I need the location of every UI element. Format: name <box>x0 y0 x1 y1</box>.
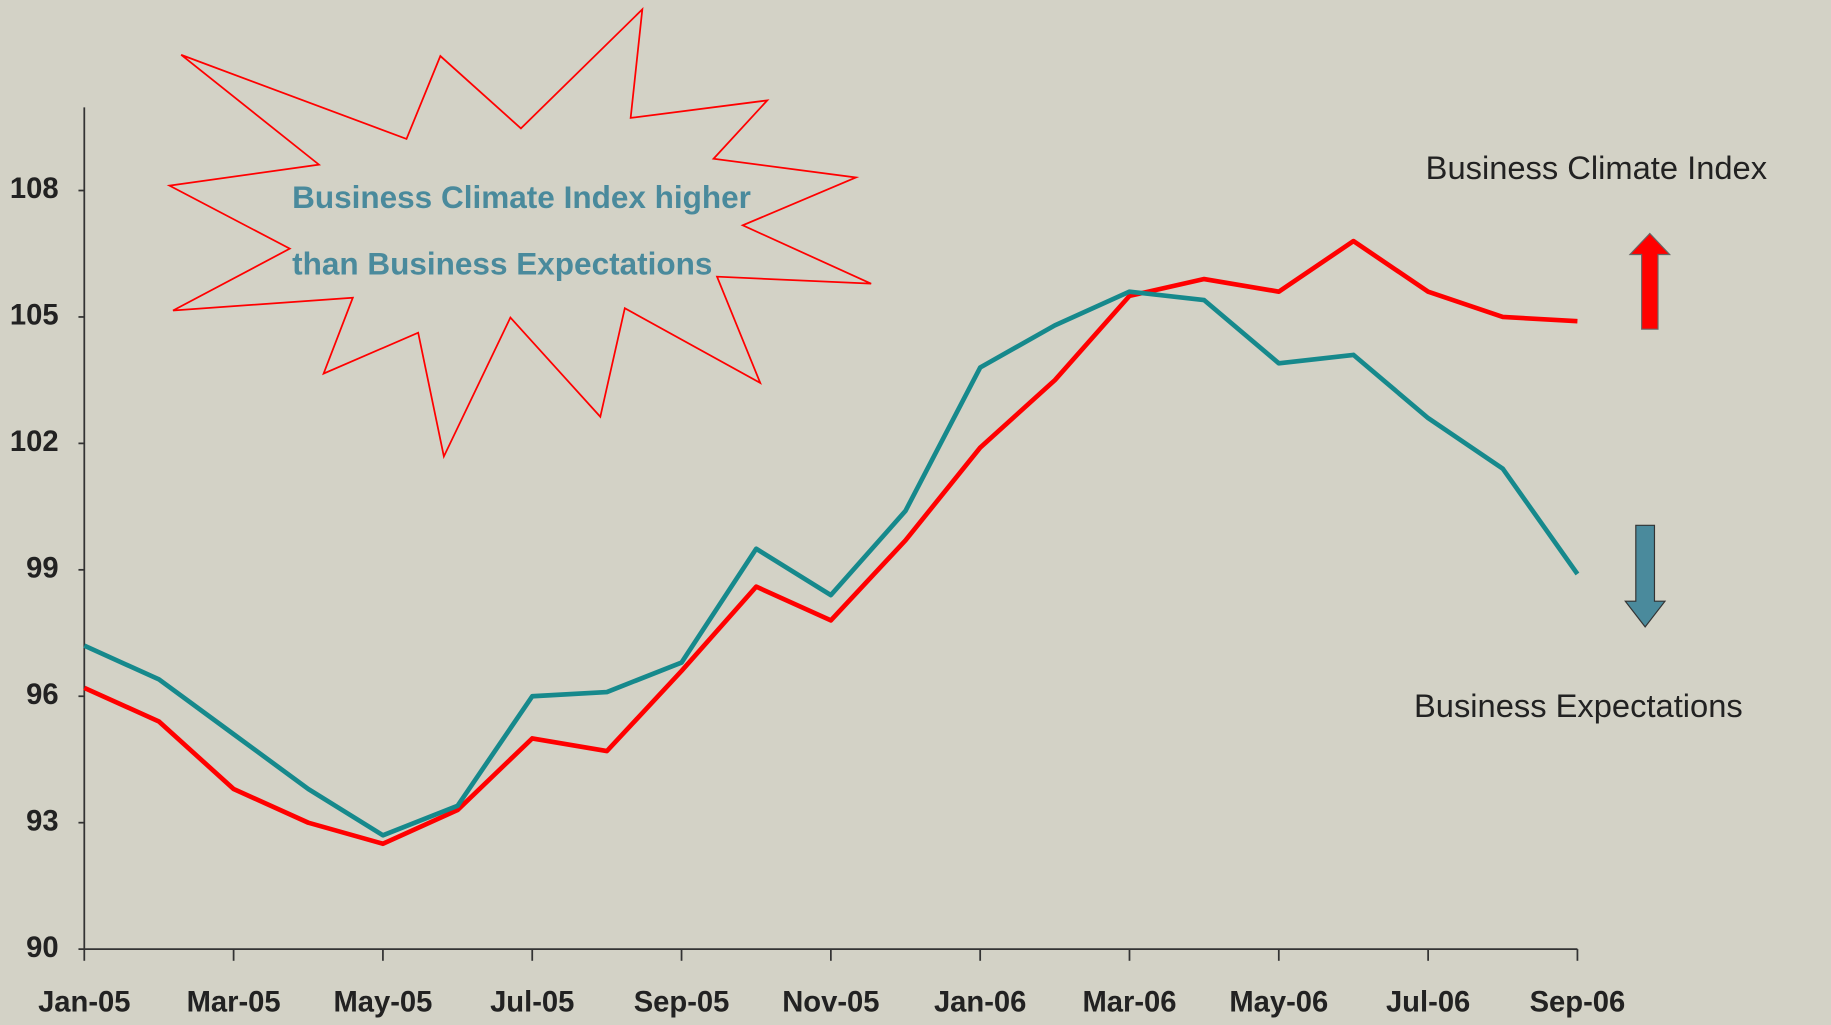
down-arrow <box>1624 524 1667 628</box>
y-tick-label: 108 <box>10 173 59 205</box>
y-tick-label: 102 <box>10 426 59 458</box>
y-tick-label: 99 <box>26 553 58 585</box>
x-tick-label: Jan-06 <box>934 987 1026 1019</box>
x-tick-label: Jan-05 <box>38 987 130 1019</box>
line-series <box>83 238 1578 847</box>
x-tick-label: Sep-05 <box>634 987 730 1019</box>
y-tick-label: 105 <box>10 300 59 332</box>
x-tick-label: Jul-05 <box>490 987 574 1019</box>
x-tick-label: May-06 <box>1229 987 1328 1019</box>
y-tick-label: 93 <box>26 805 58 837</box>
y-tick-label: 90 <box>26 932 58 964</box>
x-tick-label: Sep-06 <box>1530 987 1626 1019</box>
annotation: Business Climate Index higher <box>292 179 751 215</box>
starburst <box>166 7 872 460</box>
x-tick-label: Mar-05 <box>187 987 281 1019</box>
legend-label: Business Climate Index <box>1426 149 1767 186</box>
line-series <box>83 289 1580 838</box>
annotation: than Business Expectations <box>292 246 712 282</box>
up-arrow <box>1628 232 1672 330</box>
x-tick-label: Jul-06 <box>1386 987 1470 1019</box>
x-tick-label: May-05 <box>333 987 432 1019</box>
y-tick-label: 96 <box>26 679 58 711</box>
x-tick-label: Nov-05 <box>782 987 879 1019</box>
legend-label: Business Expectations <box>1414 687 1743 724</box>
x-tick-label: Mar-06 <box>1082 987 1176 1019</box>
